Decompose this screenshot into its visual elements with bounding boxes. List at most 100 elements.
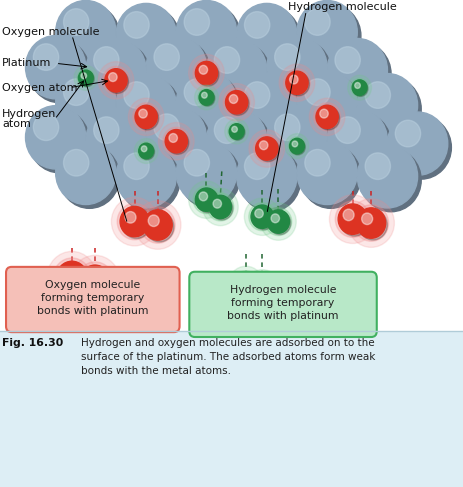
Circle shape: [117, 204, 151, 240]
Circle shape: [288, 137, 305, 155]
Circle shape: [202, 188, 238, 225]
Circle shape: [195, 188, 217, 211]
Circle shape: [244, 82, 269, 109]
Circle shape: [232, 271, 259, 299]
Circle shape: [86, 38, 146, 102]
Circle shape: [124, 12, 149, 38]
Circle shape: [390, 116, 450, 179]
Circle shape: [74, 65, 98, 91]
Circle shape: [79, 71, 94, 87]
Circle shape: [289, 138, 304, 154]
Circle shape: [124, 82, 149, 109]
Circle shape: [138, 109, 147, 118]
Circle shape: [229, 94, 237, 103]
Circle shape: [154, 114, 179, 140]
Circle shape: [291, 141, 297, 147]
Circle shape: [260, 203, 295, 240]
Circle shape: [229, 124, 244, 139]
Circle shape: [132, 103, 159, 131]
Circle shape: [199, 90, 213, 105]
Circle shape: [339, 206, 368, 236]
Circle shape: [228, 266, 263, 303]
Circle shape: [140, 207, 175, 243]
Circle shape: [249, 130, 284, 167]
Circle shape: [184, 9, 209, 35]
Circle shape: [304, 79, 329, 105]
Circle shape: [33, 44, 58, 70]
Circle shape: [255, 137, 277, 160]
Circle shape: [150, 110, 210, 173]
Circle shape: [250, 277, 273, 300]
Circle shape: [146, 106, 206, 169]
Circle shape: [285, 71, 307, 94]
Circle shape: [244, 270, 279, 307]
Circle shape: [148, 215, 159, 226]
Circle shape: [79, 265, 111, 298]
Circle shape: [210, 112, 270, 176]
Text: Hydrogen and oxygen molecules are adsorbed on to the
surface of the platinum. Th: Hydrogen and oxygen molecules are adsorb…: [81, 338, 375, 375]
Circle shape: [63, 9, 89, 35]
Circle shape: [197, 88, 215, 107]
Circle shape: [330, 112, 390, 176]
Circle shape: [141, 146, 147, 152]
Circle shape: [248, 203, 275, 231]
Circle shape: [289, 75, 297, 84]
Circle shape: [347, 199, 394, 247]
Text: Oxygen molecule: Oxygen molecule: [2, 27, 100, 37]
Circle shape: [119, 77, 180, 141]
Circle shape: [134, 138, 158, 164]
Circle shape: [300, 75, 360, 138]
Circle shape: [180, 75, 240, 138]
Circle shape: [124, 153, 149, 179]
Circle shape: [244, 153, 269, 179]
Text: Platinum: Platinum: [2, 58, 51, 68]
Text: Fig. 16.30: Fig. 16.30: [2, 338, 63, 349]
Circle shape: [274, 114, 299, 140]
Circle shape: [266, 36, 326, 99]
Circle shape: [244, 198, 279, 235]
Circle shape: [219, 84, 254, 121]
FancyBboxPatch shape: [189, 272, 376, 337]
Circle shape: [163, 127, 189, 155]
Circle shape: [360, 149, 420, 212]
Circle shape: [226, 92, 249, 115]
Circle shape: [63, 79, 89, 105]
Circle shape: [268, 211, 290, 235]
Circle shape: [116, 145, 176, 208]
Circle shape: [387, 112, 447, 175]
Circle shape: [357, 74, 417, 137]
Circle shape: [254, 209, 263, 218]
Circle shape: [70, 255, 120, 308]
Circle shape: [165, 130, 187, 153]
Text: Hydrogen: Hydrogen: [2, 110, 56, 119]
Circle shape: [56, 71, 116, 134]
Circle shape: [304, 150, 329, 176]
Circle shape: [184, 150, 209, 176]
Circle shape: [94, 117, 119, 143]
Circle shape: [56, 141, 116, 205]
Circle shape: [81, 73, 87, 79]
Circle shape: [210, 42, 270, 106]
Circle shape: [63, 150, 89, 176]
Circle shape: [252, 278, 274, 301]
Text: Oxygen atom: Oxygen atom: [2, 83, 78, 93]
Circle shape: [56, 0, 116, 64]
Circle shape: [135, 105, 157, 129]
Circle shape: [248, 274, 275, 302]
Circle shape: [309, 98, 344, 135]
Circle shape: [236, 74, 296, 137]
Circle shape: [334, 47, 359, 73]
Circle shape: [188, 181, 224, 218]
Circle shape: [270, 110, 330, 173]
Circle shape: [287, 73, 309, 96]
Circle shape: [196, 63, 219, 86]
Circle shape: [119, 149, 180, 212]
Circle shape: [176, 141, 236, 205]
Circle shape: [59, 145, 119, 208]
Circle shape: [77, 69, 94, 87]
Circle shape: [238, 277, 246, 286]
Text: Hydrogen molecule
forming temporary
bonds with platinum: Hydrogen molecule forming temporary bond…: [227, 285, 338, 321]
Circle shape: [166, 131, 188, 154]
Circle shape: [201, 92, 207, 98]
Circle shape: [279, 64, 314, 101]
